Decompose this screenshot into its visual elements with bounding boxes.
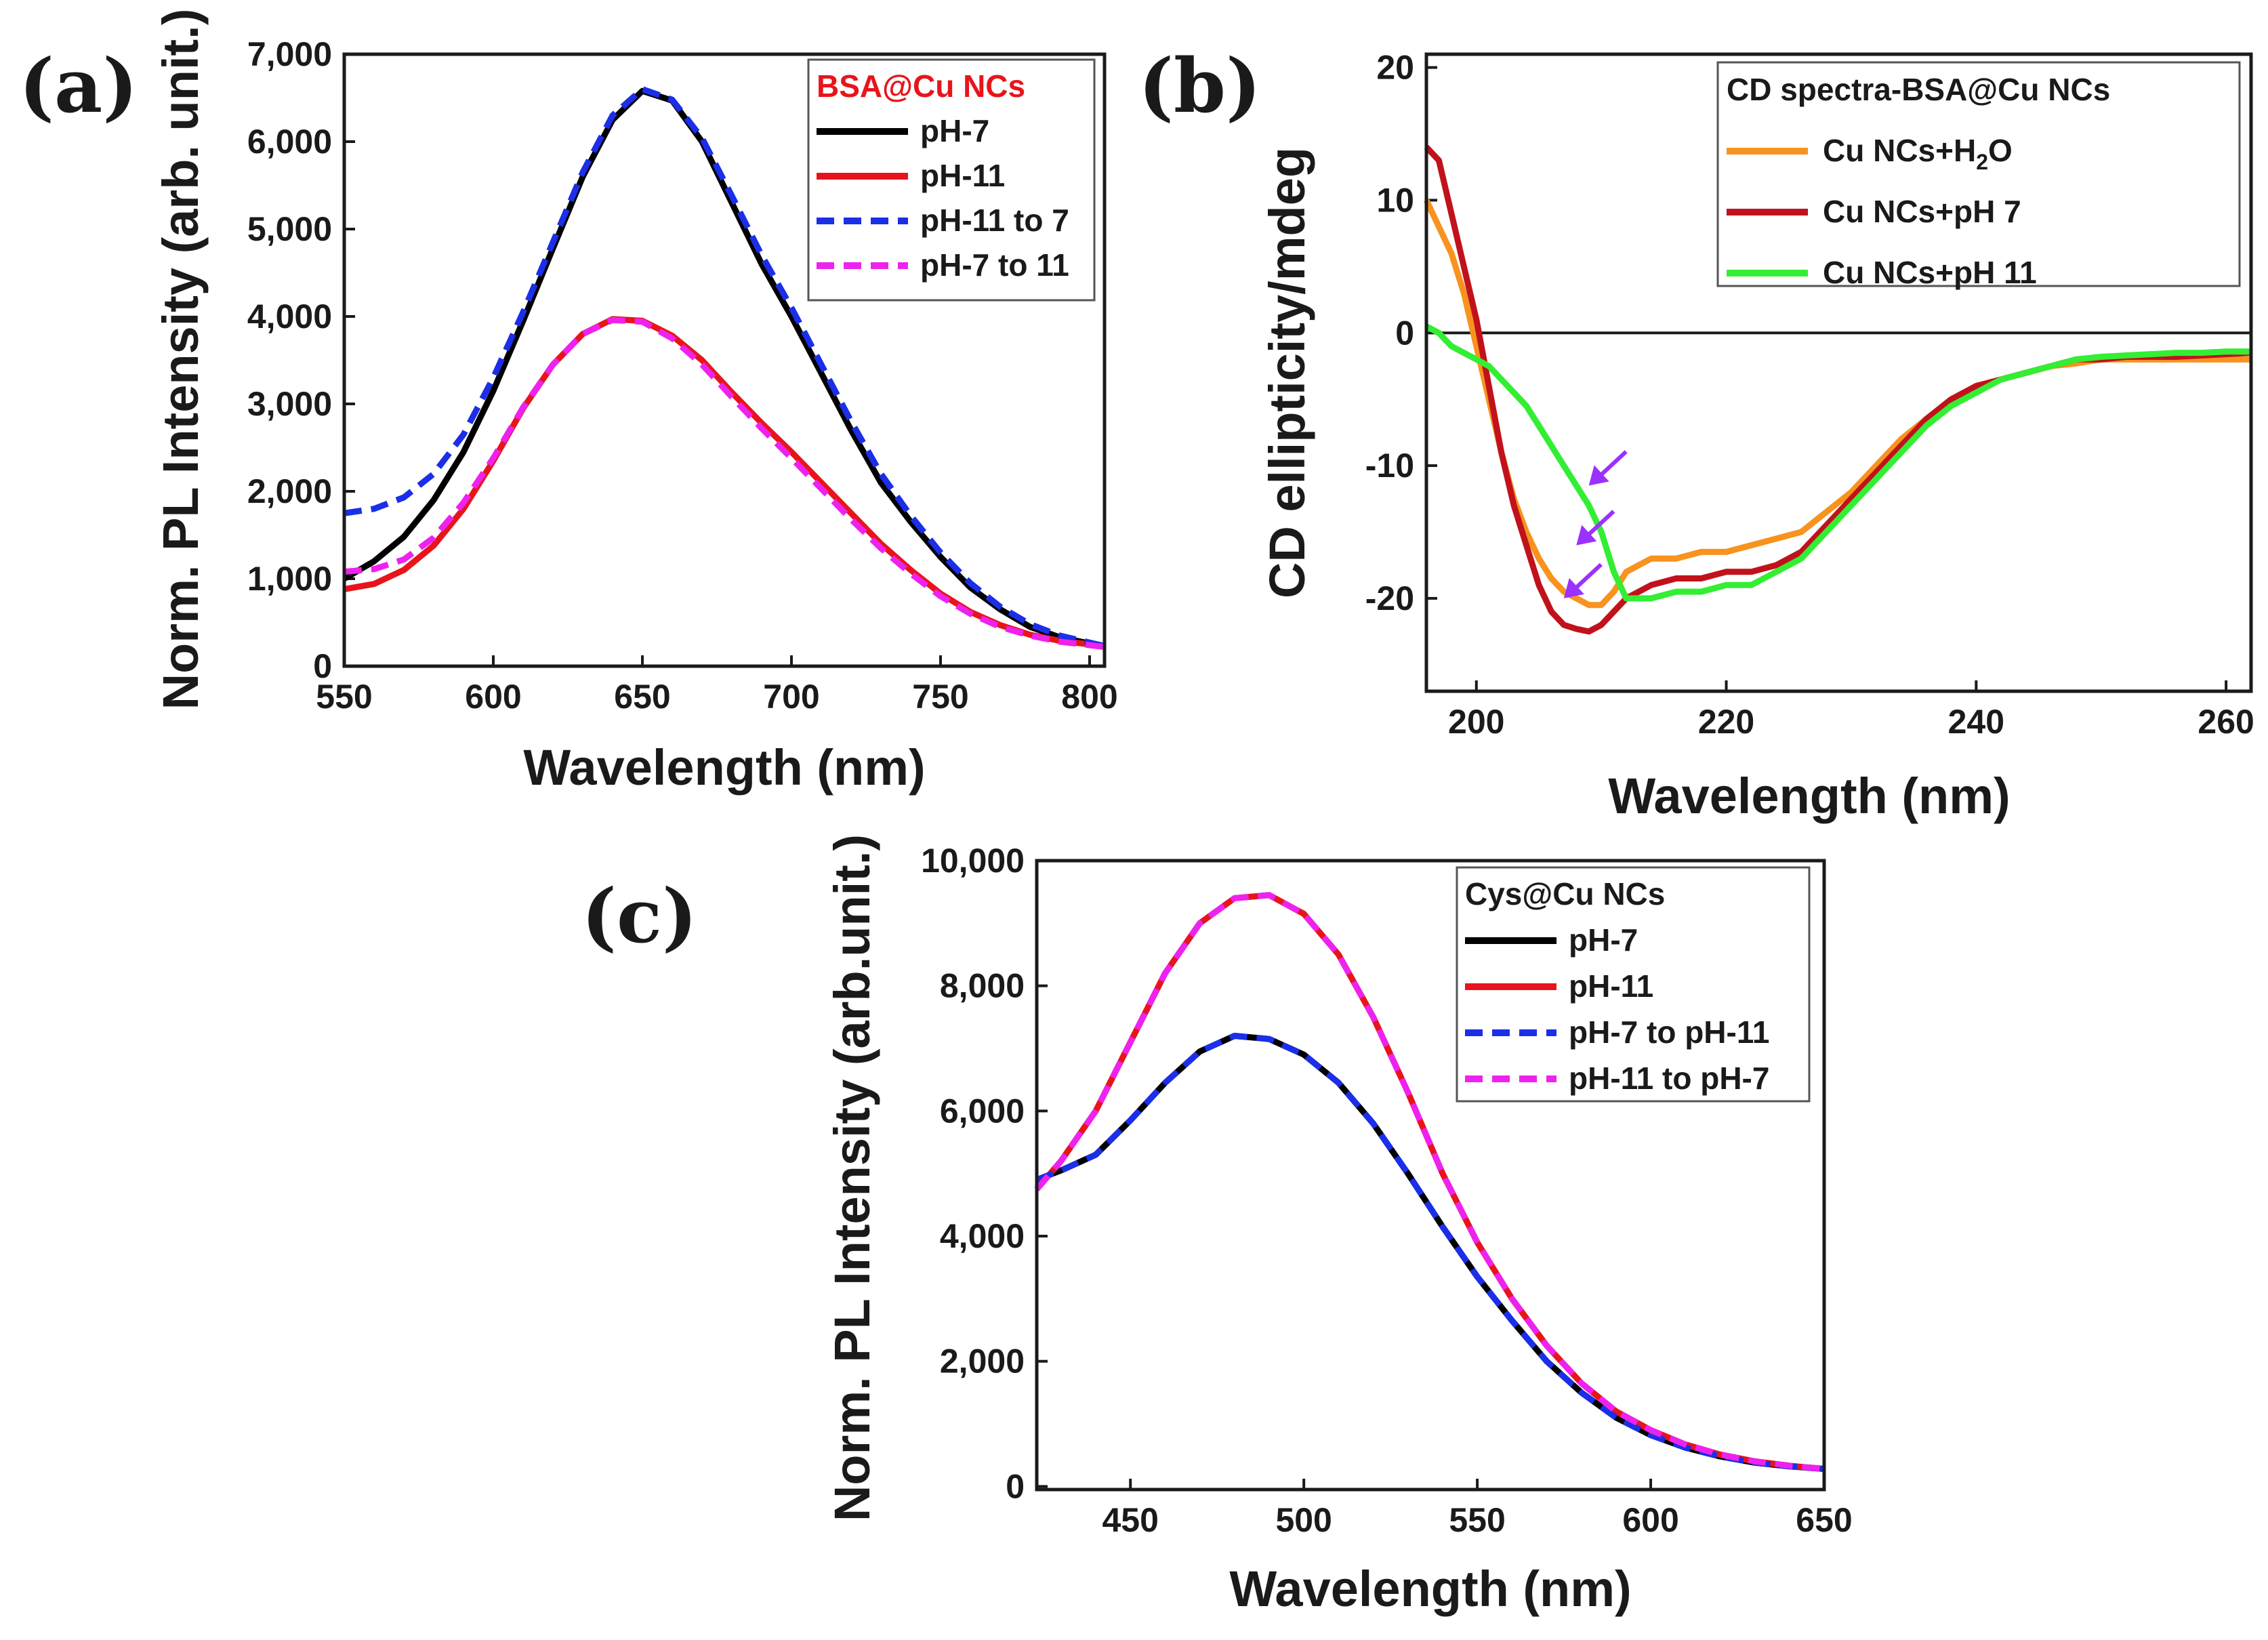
a-x-tick-label: 550 (316, 678, 372, 716)
panel-c-legend-items: pH-7 pH-11 pH-7 to pH-11 pH-11 to pH-7 (1465, 922, 1769, 1096)
c-x-tick-label: 650 (1796, 1501, 1852, 1539)
a-series-line (344, 86, 1106, 649)
a-legend-label: pH-11 (920, 158, 1005, 193)
b-arrow-head (1563, 577, 1584, 598)
panel-b-label: (b) (1138, 42, 1261, 129)
a-y-tick-label: 0 (313, 647, 332, 685)
panel-c-plot-frame (1035, 859, 1826, 1492)
c-legend-label: pH-7 (1569, 922, 1638, 958)
panel-c-ticks: 450 500 550 600 650 0 2,000 4,000 6,000 8,000 10,0… (921, 842, 1853, 1539)
panel-c-legend: Cys@Cu NCs pH-7 pH-11 pH-7 to pH-11 pH-11 t… (1456, 866, 1811, 1103)
c-y-tick-label: 10,000 (921, 842, 1025, 880)
b-x-tick-label: 260 (2198, 703, 2254, 741)
panel-a-legend-box (807, 58, 1096, 302)
panel-b-x-axis-title: Wavelength (nm) (1608, 768, 2010, 824)
b-legend-label: Cu NCs+pH 11 (1823, 255, 2037, 290)
panel-a-x-axis-title: Wavelength (nm) (523, 739, 925, 796)
b-y-tick-label: 0 (1395, 314, 1414, 352)
b-x-tick-label: 200 (1448, 703, 1504, 741)
panel-b-arrows (1563, 450, 1628, 598)
panel-c-x-axis-title: Wavelength (nm) (1229, 1561, 1631, 1617)
c-y-tick-label: 2,000 (940, 1342, 1025, 1380)
c-series-line (1034, 892, 1825, 1472)
c-x-tick-label: 450 (1102, 1501, 1158, 1539)
panel-a-ticks: 550 600 650 700 750 800 0 1,000 2,000 3,000 4,000 5… (247, 35, 1118, 716)
panel-c-label: (c) (581, 872, 697, 960)
panel-b-legend-box (1716, 61, 2241, 287)
a-x-tick-label: 600 (465, 678, 521, 716)
b-arrow-head (1588, 465, 1609, 486)
a-x-tick-label: 650 (614, 678, 670, 716)
a-y-tick-label: 5,000 (247, 210, 332, 248)
panel-a: (a) 550 600 650 700 750 800 0 1,000 2,000 3,000 4,… (19, 9, 1118, 796)
panel-b-series (1423, 145, 2252, 635)
panel-b-y-axis-title: CD ellipticity/mdeg (1259, 147, 1315, 598)
panel-a-legend-items: pH-7 pH-11 pH-11 to 7 pH-7 to 11 (817, 113, 1069, 283)
panel-b-plot-frame (1424, 52, 2253, 693)
a-series-line (344, 316, 1105, 651)
a-y-tick-label: 7,000 (247, 35, 332, 73)
panel-a-label: (a) (19, 42, 138, 129)
b-legend-label: Cu NCs+H2O (1823, 133, 2013, 174)
b-legend-label: Cu NCs+pH 7 (1823, 194, 2021, 229)
panel-a-y-axis-title: Norm. PL Intensity (arb. unit.) (152, 9, 209, 710)
a-y-tick-label: 6,000 (247, 123, 332, 161)
b-y-tick-label: -20 (1365, 579, 1414, 617)
b-y-tick-label: 10 (1376, 181, 1414, 219)
a-legend-label: pH-7 to 11 (920, 247, 1069, 283)
b-legend-subscript: 2 (1976, 150, 1988, 174)
c-y-tick-label: 6,000 (940, 1092, 1025, 1130)
b-series-line (1424, 323, 2251, 602)
panel-c-series (1034, 892, 1825, 1472)
c-x-tick-label: 500 (1275, 1501, 1332, 1539)
panel-b: (b) 200 220 240 260 -20 -10 0 10 20 Wavelength (… (1138, 42, 2254, 824)
a-x-tick-label: 700 (763, 678, 819, 716)
panel-a-legend: BSA@Cu NCs pH-7 pH-11 pH-11 to 7 pH-7 to 11 (807, 58, 1096, 302)
b-arrow-shaft (1584, 510, 1615, 539)
b-legend-suffix: O (1988, 133, 2013, 168)
a-y-tick-label: 1,000 (247, 560, 332, 598)
a-legend-label: pH-7 (920, 113, 989, 148)
b-y-tick-label: 20 (1376, 49, 1414, 87)
panel-a-plot-frame (342, 52, 1107, 668)
b-arrow-shaft (1596, 450, 1628, 479)
b-arrow-head (1576, 525, 1597, 546)
a-y-tick-label: 4,000 (247, 298, 332, 335)
panel-c-legend-title: Cys@Cu NCs (1465, 876, 1665, 911)
c-legend-label: pH-11 (1569, 968, 1653, 1004)
panel-c: (c) 450 500 550 600 650 0 2,000 4,000 6,000 8,000… (581, 834, 1853, 1617)
c-y-tick-label: 4,000 (940, 1217, 1025, 1255)
b-arrow-shaft (1571, 562, 1603, 592)
panel-c-y-axis-title: Norm. PL Intensity (arb.unit.) (824, 834, 880, 1521)
a-x-tick-label: 800 (1061, 678, 1117, 716)
panel-a-legend-title: BSA@Cu NCs (817, 68, 1025, 104)
panel-b-legend-items: Cu NCs+H2O Cu NCs+pH 7 Cu NCs+pH 11 (1727, 133, 2037, 290)
b-y-tick-label: -10 (1365, 447, 1414, 485)
c-y-tick-label: 8,000 (940, 967, 1025, 1005)
a-legend-label: pH-11 to 7 (920, 203, 1069, 238)
c-legend-label: pH-11 to pH-7 (1569, 1061, 1769, 1096)
b-x-tick-label: 220 (1698, 703, 1754, 741)
panel-b-legend-title: CD spectra-BSA@Cu NCs (1727, 72, 2110, 107)
a-y-tick-label: 3,000 (247, 385, 332, 423)
panel-a-series (342, 86, 1106, 651)
c-x-tick-label: 600 (1622, 1501, 1678, 1539)
panel-b-legend: CD spectra-BSA@Cu NCs Cu NCs+H2O Cu NCs+p… (1716, 61, 2241, 290)
panel-b-ticks: 200 220 240 260 -20 -10 0 10 20 (1365, 49, 2254, 741)
a-x-tick-label: 750 (912, 678, 968, 716)
c-legend-label: pH-7 to pH-11 (1569, 1014, 1769, 1050)
a-y-tick-label: 2,000 (247, 472, 332, 510)
c-y-tick-label: 0 (1006, 1467, 1025, 1505)
c-x-tick-label: 550 (1449, 1501, 1505, 1539)
b-x-tick-label: 240 (1948, 703, 2004, 741)
